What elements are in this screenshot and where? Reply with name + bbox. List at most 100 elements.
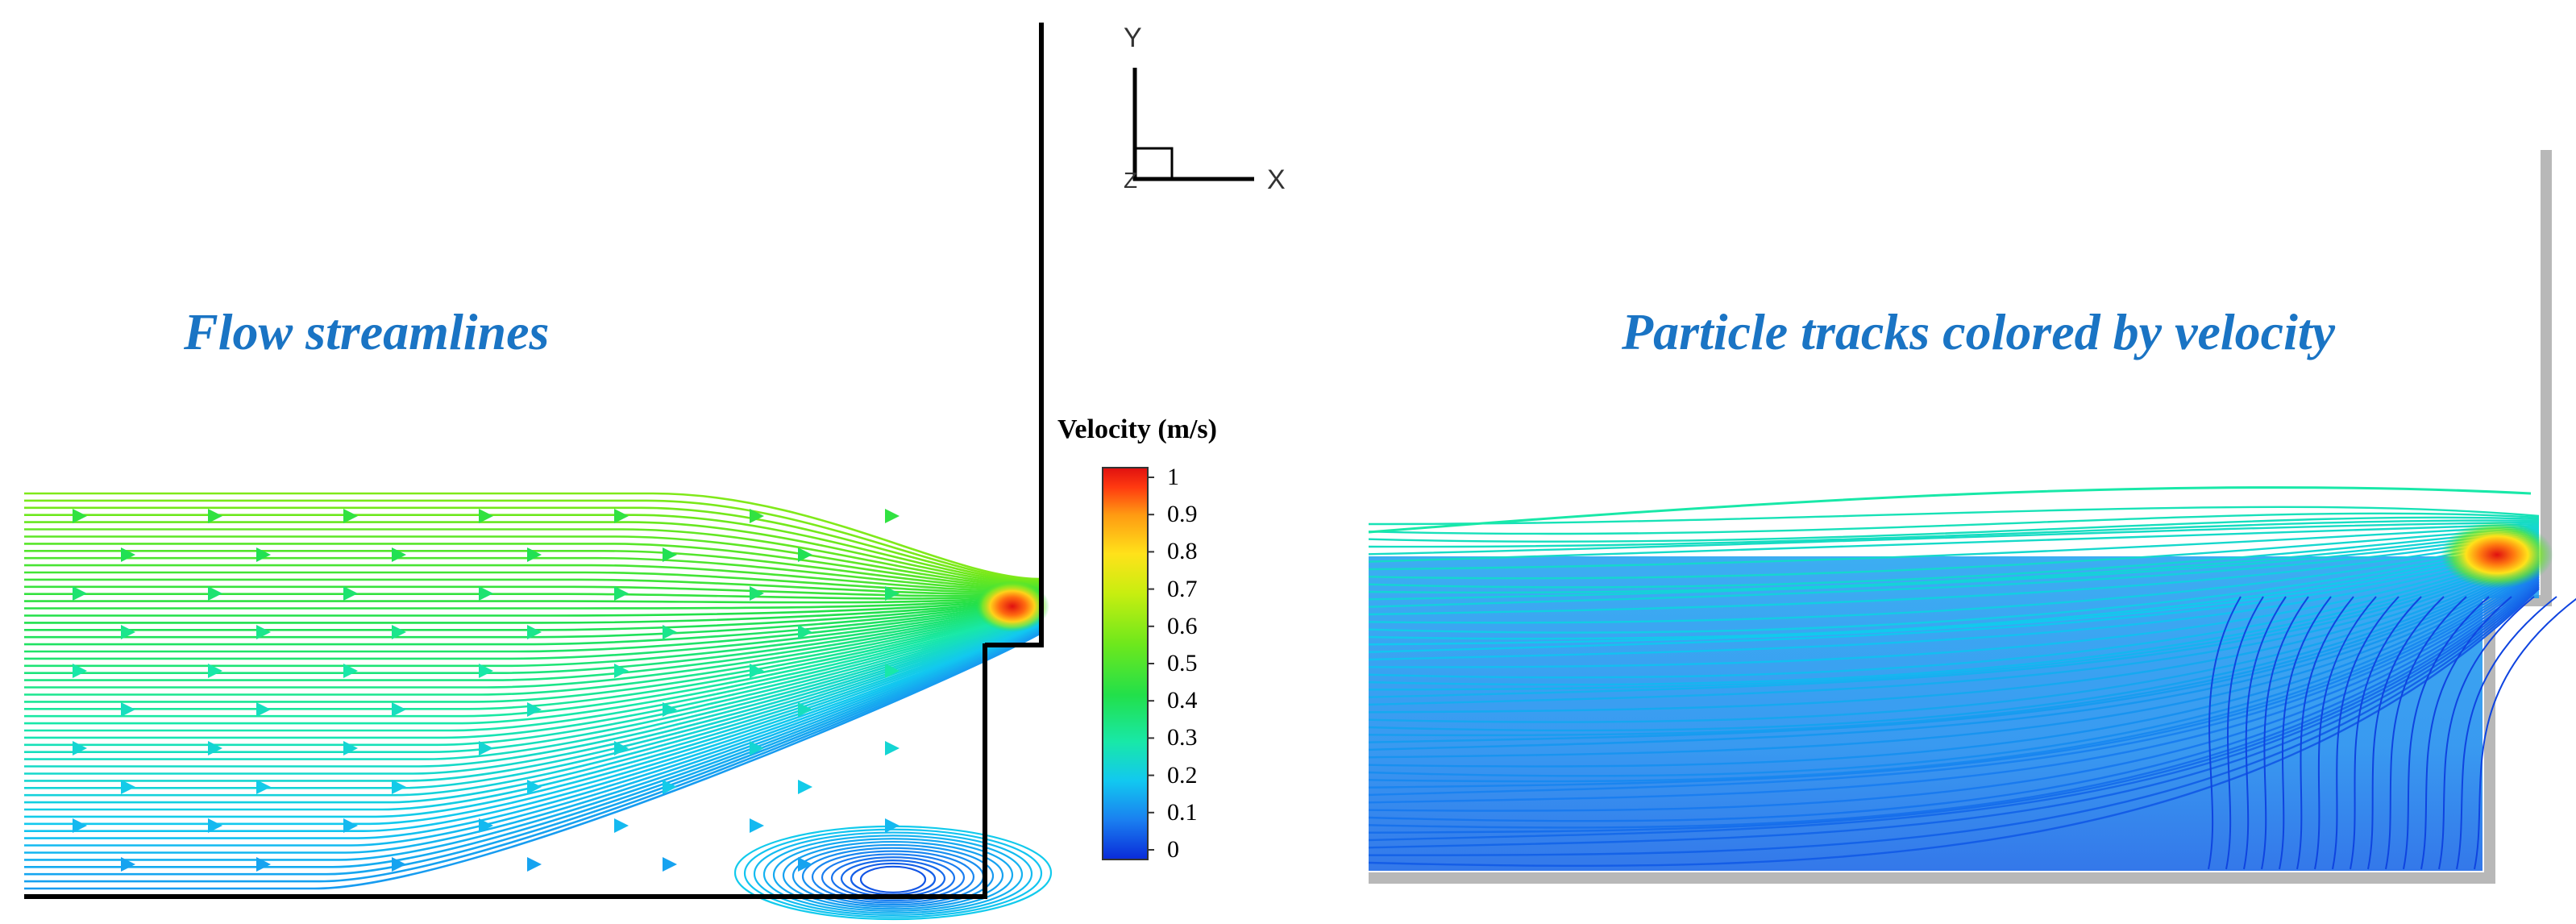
recirculation-loop <box>791 843 995 908</box>
streamline-arrow <box>208 818 222 833</box>
colorbar-tick-label: 0.6 <box>1167 612 1198 639</box>
streamline-arrow <box>527 547 542 562</box>
streamline-arrow <box>885 509 900 523</box>
particle-track <box>2403 596 2490 870</box>
particle-track <box>1368 537 2540 634</box>
streamline-arrow <box>73 741 87 755</box>
streamline <box>24 631 1041 883</box>
colorbar-tick-label: 0.9 <box>1167 501 1198 528</box>
streamline <box>24 626 1041 847</box>
recirculation-loop <box>772 838 1014 912</box>
streamline-arrow <box>256 625 271 639</box>
streamline-arrow <box>479 664 493 678</box>
particle-track <box>1368 550 2540 691</box>
streamline <box>24 622 1041 818</box>
streamline-arrow <box>798 857 812 872</box>
particle-track <box>2420 596 2512 870</box>
particle-track <box>1368 576 2540 812</box>
streamline <box>24 499 1041 581</box>
particle-track <box>1368 534 2540 616</box>
streamline-arrow <box>614 509 629 523</box>
particle-track <box>1368 573 2540 797</box>
streamline-arrow <box>527 857 542 872</box>
particle-track <box>1368 540 2540 646</box>
colorbar-gradient <box>1102 467 1149 860</box>
particle-track <box>1368 524 2540 571</box>
particle-track <box>2296 596 2354 870</box>
particle-track <box>1368 512 2540 535</box>
streamline-arrow <box>392 547 406 562</box>
streamline-arrow <box>885 741 900 755</box>
streamline-arrow <box>392 857 406 872</box>
streamline-arrow <box>798 780 812 794</box>
streamline <box>24 621 1041 804</box>
streamline-arrow <box>392 702 406 717</box>
streamline <box>24 624 1041 832</box>
particle-track <box>1368 542 2540 653</box>
particle-track <box>1368 526 2540 580</box>
colorbar-tick-label: 0.8 <box>1167 538 1198 565</box>
streamline-arrow <box>73 664 87 678</box>
left-streamlines <box>24 492 1053 921</box>
colorbar-tick-label: 1 <box>1167 464 1179 490</box>
colorbar-tick-label: 0.7 <box>1167 575 1198 602</box>
x-axis-label: X <box>1267 164 1286 195</box>
streamline <box>24 514 1041 584</box>
streamline-arrow <box>750 664 764 678</box>
streamline-arrow <box>256 547 271 562</box>
particle-track <box>2438 596 2535 870</box>
particle-track <box>1368 531 2540 601</box>
streamline-arrow <box>798 547 812 562</box>
particle-track <box>1368 585 2540 849</box>
streamline-arrow <box>479 741 493 755</box>
colorbar-tick-label: 0.3 <box>1167 724 1198 751</box>
right-velocity-hotspot <box>2441 521 2553 589</box>
streamline-arrow <box>73 818 87 833</box>
streamline-arrow <box>885 818 900 833</box>
particle-track <box>1368 570 2540 783</box>
streamline <box>24 622 1041 811</box>
particle-track <box>1368 519 2540 548</box>
particle-track <box>1368 564 2540 759</box>
particle-track <box>1368 532 2540 608</box>
streamline-arrow <box>614 741 629 755</box>
particle-track <box>1368 558 2540 732</box>
particle-track <box>2243 596 2287 870</box>
particle-track <box>1368 563 2540 751</box>
streamline-arrow <box>885 664 900 678</box>
streamline <box>24 627 1041 854</box>
streamline-arrow <box>208 586 222 601</box>
particle-track <box>1368 580 2540 829</box>
left-domain-walls <box>24 23 1044 899</box>
particle-track <box>1368 516 2540 543</box>
recirculation-loop <box>762 835 1024 914</box>
particle-track <box>2279 596 2332 870</box>
right-inlet-shadow <box>2541 150 2552 601</box>
right-flow-region <box>1369 556 2539 871</box>
streamline-arrow <box>343 664 358 678</box>
particle-track <box>2367 596 2445 870</box>
left-streamline-arrows <box>73 509 900 872</box>
streamline-arrow <box>479 818 493 833</box>
recirculation-loop <box>811 850 975 904</box>
streamline-arrow <box>73 586 87 601</box>
particle-track <box>1368 529 2540 594</box>
particle-track <box>2332 596 2399 870</box>
streamline-arrow <box>343 586 358 601</box>
streamline-arrow <box>343 818 358 833</box>
particle-track <box>2261 596 2309 870</box>
streamline-arrow <box>256 780 271 794</box>
particle-track <box>2474 597 2576 870</box>
streamline <box>24 630 1041 868</box>
left-velocity-hotspot <box>975 581 1049 632</box>
streamline <box>24 610 1041 732</box>
particle-track <box>1368 555 2540 714</box>
streamline-arrow <box>121 780 135 794</box>
particle-track <box>1368 551 2540 698</box>
particle-track <box>2385 596 2467 870</box>
colorbar-tick-label: 0.2 <box>1167 761 1198 789</box>
streamline <box>24 616 1041 775</box>
particle-track <box>1368 545 2540 668</box>
